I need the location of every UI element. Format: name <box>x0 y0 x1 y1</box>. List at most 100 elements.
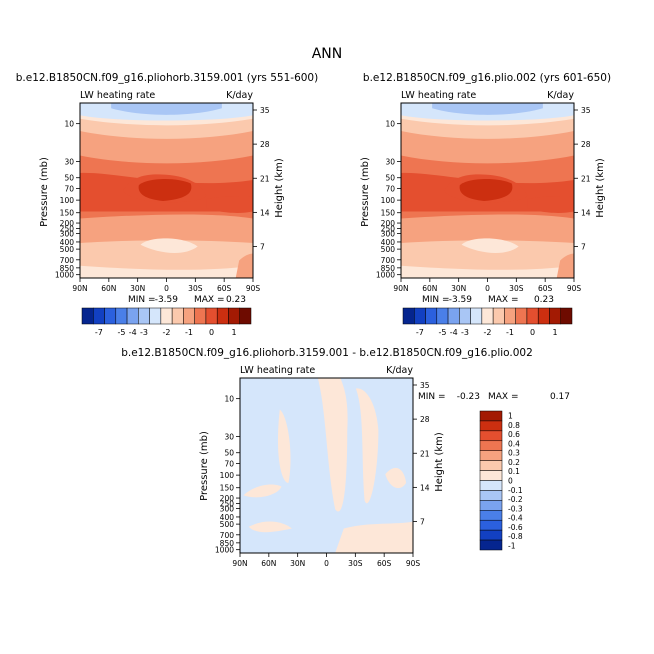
x-tick-label: 60N <box>261 559 276 568</box>
x-tick-label: 30S <box>348 559 363 568</box>
colorbar-swatch <box>479 480 503 491</box>
y2-tick-label: 14 <box>420 483 430 492</box>
colorbar-swatch <box>126 307 139 325</box>
colorbar-label: -7 <box>416 328 424 337</box>
colorbar-swatch <box>479 510 503 521</box>
y-tick-label: 250 <box>220 499 235 508</box>
y-tick-label: 70 <box>385 184 395 193</box>
y-tick-label: 400 <box>381 238 396 247</box>
plot-frame <box>79 102 254 279</box>
colorbar-label: 0.3 <box>508 449 520 458</box>
colorbar-swatch <box>481 307 494 325</box>
colorbar-swatch <box>479 450 503 461</box>
y-tick-label: 10 <box>385 120 395 129</box>
colorbar-label: -2 <box>163 328 171 337</box>
x-tick-label: 90S <box>406 559 421 568</box>
contour-band <box>248 521 292 533</box>
y-tick-label: 400 <box>60 238 75 247</box>
colorbar-label: 1 <box>232 328 237 337</box>
panel-2-min-label: MIN = <box>422 295 450 305</box>
y-tick-label: 300 <box>220 505 235 514</box>
colorbar-swatch <box>402 307 415 325</box>
panel-1-max-value: 0.23 <box>226 295 246 305</box>
colorbar-swatch <box>104 307 117 325</box>
panel-2-subtitle-left: LW heating rate <box>401 90 476 101</box>
x-tick-label: 90S <box>246 284 261 293</box>
field-layer <box>80 103 253 278</box>
contour-band <box>317 378 348 512</box>
y2-tick-label: 35 <box>420 381 430 390</box>
panel-3-title: b.e12.B1850CN.f09_g16.pliohorb.3159.001 … <box>121 347 533 359</box>
colorbar-label: -5 <box>438 328 446 337</box>
colorbar-swatch <box>205 307 218 325</box>
x-tick-label: 30N <box>451 284 466 293</box>
colorbar-label: -2 <box>484 328 492 337</box>
contour-band <box>527 195 574 213</box>
colorbar-swatch <box>479 420 503 432</box>
y-tick-label: 200 <box>220 494 235 503</box>
colorbar-label: 0.8 <box>508 421 520 430</box>
colorbar-swatch <box>479 490 503 501</box>
panel-3-y2label: Height (km) <box>434 432 445 492</box>
contour-band <box>243 484 282 498</box>
x-tick-label: 90N <box>232 559 247 568</box>
plot-frame <box>400 102 575 279</box>
panel-1-subtitle-right: K/day <box>226 90 253 101</box>
y-tick-label: 1000 <box>55 271 74 280</box>
x-tick-label: 30N <box>290 559 305 568</box>
colorbar-label: -3 <box>461 328 469 337</box>
contour-band <box>277 409 291 483</box>
panel-1-y2label: Height (km) <box>274 158 285 218</box>
colorbar-swatch <box>504 307 516 325</box>
x-tick-label: 90S <box>567 284 582 293</box>
x-tick-label: 90N <box>72 284 87 293</box>
y-tick-label: 250 <box>381 224 396 233</box>
colorbar-swatch <box>479 529 503 541</box>
panel-3-subtitle-right: K/day <box>386 365 413 376</box>
y2-tick-label: 7 <box>260 243 265 252</box>
colorbar-label: -0.4 <box>508 514 523 523</box>
colorbar-swatch <box>81 307 94 325</box>
y2-tick-label: 7 <box>420 518 425 527</box>
colorbar-swatch <box>414 307 426 325</box>
panel-3-max-value: 0.17 <box>550 392 570 402</box>
panel-2-y2label: Height (km) <box>595 158 606 218</box>
y2-tick-label: 21 <box>420 449 430 458</box>
colorbar-swatch <box>171 307 184 325</box>
y2-tick-label: 28 <box>420 415 430 424</box>
colorbar-label: 1 <box>553 328 558 337</box>
colorbar-label: 0.1 <box>508 467 520 476</box>
x-tick-label: 60N <box>101 284 116 293</box>
y-tick-label: 50 <box>385 174 395 183</box>
panel-2: b.e12.B1850CN.f09_g16.plio.002 (yrs 601-… <box>360 72 611 337</box>
panel-1: b.e12.B1850CN.f09_g16.pliohorb.3159.001 … <box>16 72 318 337</box>
colorbar-label: -5 <box>117 328 125 337</box>
colorbar-swatch <box>492 307 505 325</box>
y-tick-label: 100 <box>220 471 235 480</box>
y-tick-label: 10 <box>64 120 74 129</box>
y-tick-label: 30 <box>224 432 234 441</box>
panel-1-ylabel: Pressure (mb) <box>39 157 50 227</box>
colorbar-label: 0.4 <box>508 439 520 448</box>
colorbar-swatch <box>479 460 503 471</box>
colorbar-label: -7 <box>95 328 103 337</box>
x-tick-label: 30S <box>188 284 203 293</box>
y-tick-label: 70 <box>224 459 234 468</box>
colorbar-swatch <box>479 430 503 442</box>
colorbar-swatch <box>425 307 438 325</box>
y2-tick-label: 28 <box>260 140 270 149</box>
x-tick-label: 0 <box>324 559 329 568</box>
panel-3: b.e12.B1850CN.f09_g16.pliohorb.3159.001 … <box>121 347 570 568</box>
plot-frame <box>239 377 414 554</box>
y-tick-label: 70 <box>64 184 74 193</box>
colorbar-swatch <box>479 410 503 422</box>
panel-3-min-value: -0.23 <box>457 392 480 402</box>
x-tick-label: 60N <box>422 284 437 293</box>
colorbar-swatch <box>470 307 483 325</box>
colorbar-label: -1 <box>508 541 516 550</box>
contour-band <box>355 388 379 504</box>
contour-band <box>385 467 407 489</box>
y-tick-label: 850 <box>381 264 396 273</box>
y-tick-label: 700 <box>220 531 235 540</box>
